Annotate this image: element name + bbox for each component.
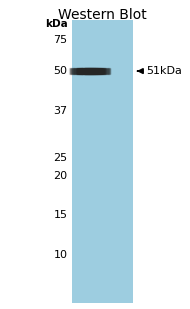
Bar — [81, 68, 82, 74]
Bar — [105, 68, 106, 74]
Bar — [102, 68, 103, 74]
Bar — [94, 68, 95, 74]
Bar — [78, 68, 79, 74]
Bar — [75, 68, 76, 74]
Bar — [107, 68, 108, 74]
Bar — [98, 68, 99, 74]
Bar — [96, 68, 97, 74]
Bar — [96, 68, 97, 74]
Bar — [90, 68, 91, 74]
Bar — [105, 68, 106, 74]
Bar — [88, 68, 89, 74]
Bar — [75, 68, 76, 74]
Bar — [70, 68, 71, 74]
Bar — [104, 68, 105, 74]
Bar — [70, 68, 71, 74]
Bar — [97, 68, 98, 74]
Bar — [79, 68, 80, 74]
Bar — [89, 68, 90, 74]
Bar — [73, 68, 74, 74]
Bar — [86, 68, 87, 74]
Bar — [87, 68, 88, 74]
Bar — [93, 68, 94, 74]
Bar — [88, 68, 89, 74]
Bar — [76, 68, 77, 74]
Bar — [101, 68, 102, 74]
Bar — [93, 68, 94, 74]
Bar — [97, 68, 98, 74]
Bar — [92, 68, 93, 74]
Text: 20: 20 — [53, 171, 67, 181]
Bar — [108, 68, 109, 74]
Text: 75: 75 — [53, 35, 67, 45]
Bar — [71, 68, 72, 74]
Bar — [78, 68, 79, 74]
Bar — [98, 68, 99, 74]
Bar — [89, 68, 90, 74]
Bar — [81, 68, 82, 74]
Bar — [102, 68, 103, 74]
Bar — [82, 68, 83, 74]
Bar — [72, 68, 73, 74]
Text: 15: 15 — [53, 210, 67, 220]
Bar — [80, 68, 81, 74]
Bar — [103, 68, 104, 74]
Bar — [69, 68, 70, 74]
Bar — [76, 68, 77, 74]
Bar — [84, 68, 85, 74]
Bar — [92, 68, 93, 74]
Bar — [86, 68, 87, 74]
Bar — [85, 68, 86, 74]
Bar — [73, 68, 74, 74]
Bar — [91, 68, 92, 74]
Text: 51kDa: 51kDa — [146, 66, 182, 76]
Bar — [91, 68, 92, 74]
Bar — [90, 68, 91, 74]
Text: kDa: kDa — [45, 19, 67, 28]
Bar — [71, 68, 72, 74]
Bar — [84, 68, 85, 74]
Bar — [103, 68, 104, 74]
FancyBboxPatch shape — [72, 20, 133, 303]
Bar — [72, 68, 73, 74]
Bar — [108, 68, 109, 74]
Bar — [87, 68, 88, 74]
Bar — [85, 68, 86, 74]
Bar — [77, 68, 78, 74]
Bar — [109, 68, 110, 74]
Bar — [107, 68, 108, 74]
Bar — [100, 68, 101, 74]
Bar — [95, 68, 96, 74]
Bar — [94, 68, 95, 74]
Bar — [109, 68, 110, 74]
Text: 10: 10 — [53, 250, 67, 260]
Bar — [77, 68, 78, 74]
Text: 37: 37 — [53, 106, 67, 116]
Bar — [74, 68, 75, 74]
Text: 25: 25 — [53, 153, 67, 163]
Bar — [83, 68, 84, 74]
Bar — [79, 68, 80, 74]
Bar — [99, 68, 100, 74]
Text: Western Blot: Western Blot — [58, 8, 147, 22]
Bar — [106, 68, 107, 74]
Bar — [80, 68, 81, 74]
Bar — [82, 68, 83, 74]
Bar — [95, 68, 96, 74]
Bar — [74, 68, 75, 74]
Bar — [100, 68, 101, 74]
Bar — [99, 68, 100, 74]
Text: 50: 50 — [53, 66, 67, 76]
Bar — [101, 68, 102, 74]
